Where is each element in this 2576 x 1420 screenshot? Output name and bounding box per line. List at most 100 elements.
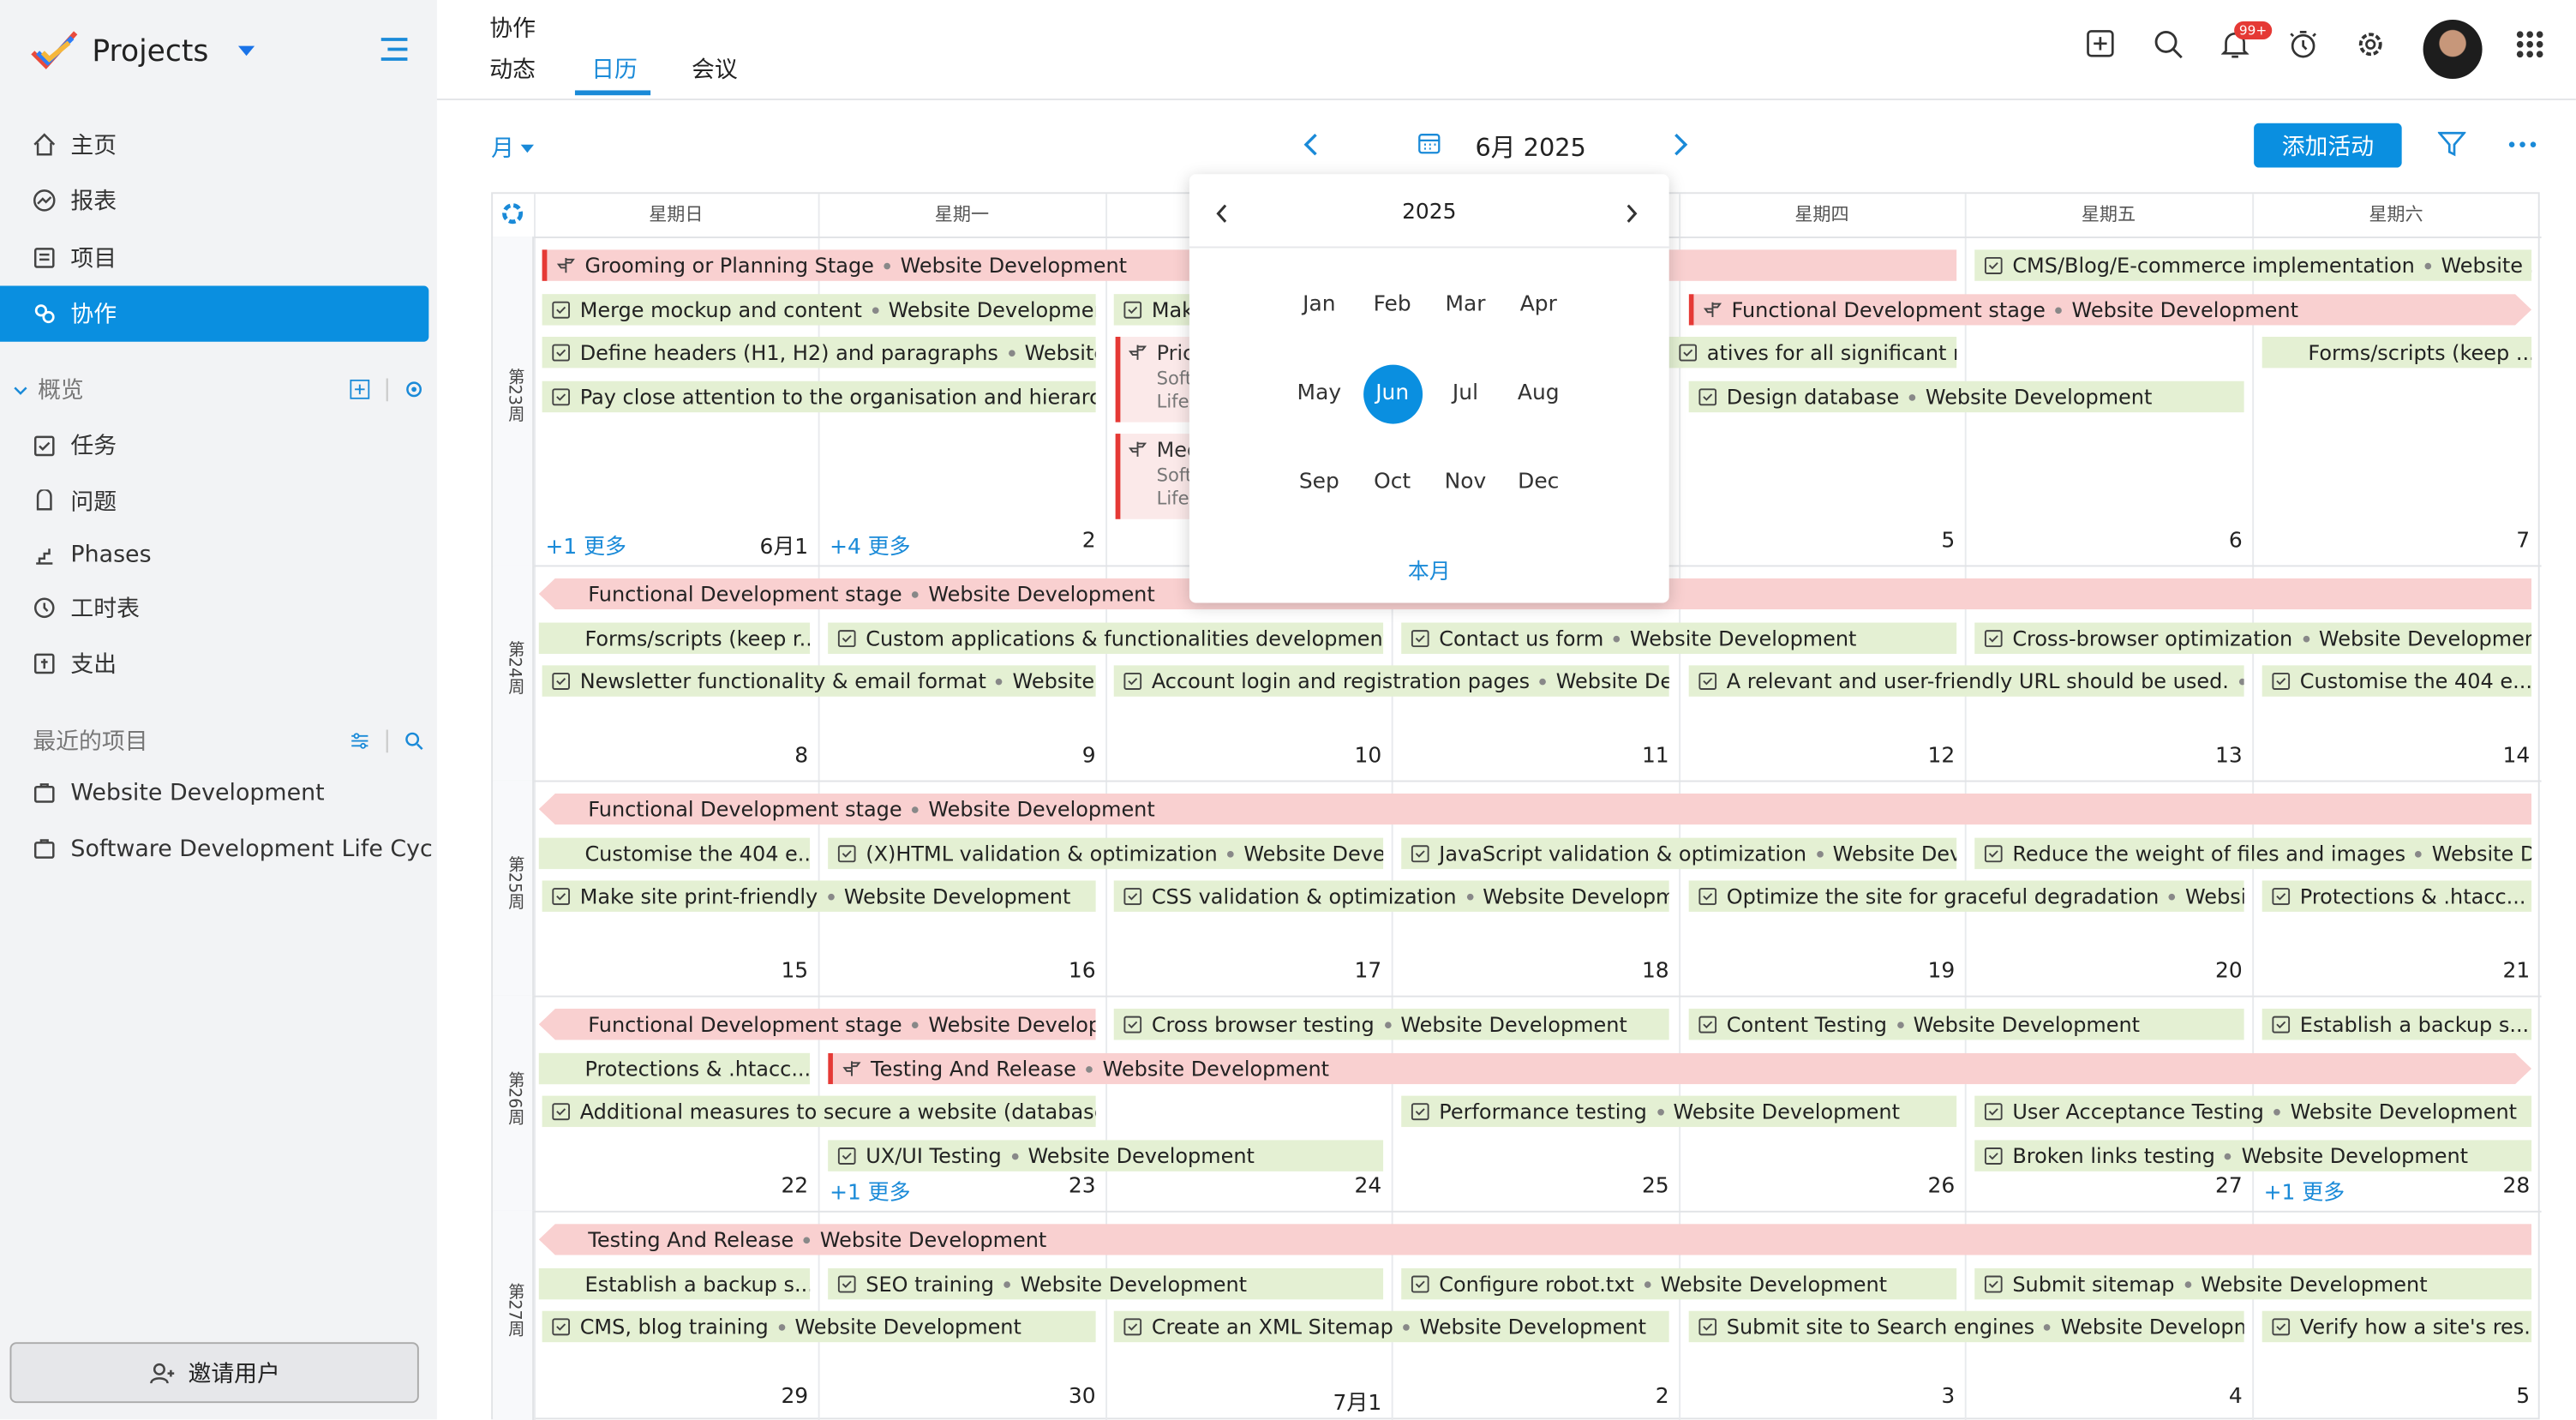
task-event[interactable]: Configure robot.txt Website Development: [1401, 1267, 1957, 1300]
sidebar-item-home[interactable]: 主页: [0, 120, 437, 170]
day-number[interactable]: 11: [1641, 744, 1669, 770]
task-event[interactable]: Newsletter functionality & email format W…: [542, 665, 1096, 697]
month-option[interactable]: Mar: [1445, 292, 1486, 317]
milestone-card[interactable]: Pric Soft Life: [1115, 336, 1195, 422]
next-year-icon[interactable]: [1625, 204, 1638, 224]
search-icon[interactable]: [2154, 30, 2184, 60]
day-number[interactable]: 7: [2516, 529, 2531, 554]
day-number[interactable]: 3: [1941, 1385, 1956, 1410]
day-number[interactable]: 30: [1068, 1385, 1096, 1410]
task-event[interactable]: Verify how a site's res...: [2261, 1310, 2532, 1343]
sidebar-item-reports[interactable]: 报表: [0, 176, 437, 225]
day-number[interactable]: 24: [1354, 1174, 1382, 1200]
day-number[interactable]: 16: [1068, 959, 1096, 985]
tab-calendar[interactable]: 日历: [591, 57, 638, 84]
task-event[interactable]: Design database Website Development: [1688, 380, 2244, 413]
avatar[interactable]: [2423, 20, 2483, 80]
filter-settings-icon[interactable]: [350, 731, 370, 751]
day-number[interactable]: 21: [2502, 959, 2531, 985]
day-number[interactable]: 17: [1354, 959, 1382, 985]
more-events-link[interactable]: +4 更多: [830, 535, 911, 560]
task-event[interactable]: Create an XML Sitemap Website Development: [1113, 1310, 1669, 1343]
month-option[interactable]: Nov: [1444, 470, 1487, 495]
search-icon[interactable]: [404, 731, 424, 751]
day-number[interactable]: 22: [781, 1174, 809, 1200]
recent-project-item[interactable]: Software Development Life Cyc: [0, 824, 437, 874]
sidebar-item-collaboration[interactable]: 协作: [0, 285, 429, 342]
task-event[interactable]: Protections & .htacc...: [2261, 880, 2532, 912]
milestone-card[interactable]: Med Soft Life: [1115, 434, 1200, 519]
tab-feed[interactable]: 动态: [489, 57, 536, 84]
task-event[interactable]: CSS validation & optimization Website Dev…: [1113, 880, 1669, 912]
task-event[interactable]: Additional measures to secure a website …: [542, 1095, 1096, 1128]
day-number[interactable]: 18: [1641, 959, 1669, 985]
day-number[interactable]: 25: [1641, 1174, 1669, 1200]
milestone-event[interactable]: Testing And Release Website Development: [538, 1224, 2532, 1255]
day-number[interactable]: 2: [1655, 1385, 1669, 1410]
task-event[interactable]: Contact us form Website Development: [1401, 622, 1957, 654]
day-number[interactable]: 14: [2502, 744, 2531, 770]
prev-month-icon[interactable]: [1303, 133, 1319, 156]
add-icon[interactable]: [350, 379, 370, 399]
month-option[interactable]: May: [1297, 380, 1342, 406]
task-event[interactable]: Merge mockup and content Website Developm…: [542, 294, 1096, 326]
month-option[interactable]: Jul: [1452, 380, 1479, 406]
add-icon[interactable]: [2087, 30, 2115, 58]
day-number[interactable]: 6月1: [759, 535, 809, 560]
task-event[interactable]: Forms/scripts (keep r...: [538, 622, 811, 654]
task-event[interactable]: User Acceptance Testing Website Developme…: [1974, 1095, 2532, 1128]
day-number[interactable]: 29: [781, 1385, 809, 1410]
task-event[interactable]: Pay close attention to the organisation …: [542, 380, 1096, 413]
task-event[interactable]: Mak: [1113, 294, 1195, 326]
task-event[interactable]: Broken links testing Website Development: [1974, 1140, 2532, 1171]
task-event[interactable]: Forms/scripts (keep ...: [2261, 336, 2532, 368]
month-option[interactable]: Sep: [1298, 470, 1339, 495]
add-event-button[interactable]: 添加活动: [2254, 123, 2402, 168]
sidebar-item-tasks[interactable]: 任务: [0, 421, 437, 470]
day-number[interactable]: 2: [1081, 529, 1096, 554]
day-number[interactable]: 4: [2228, 1385, 2243, 1410]
view-selector[interactable]: 月: [491, 131, 535, 164]
day-number[interactable]: 20: [2214, 959, 2243, 985]
month-option[interactable]: Feb: [1373, 292, 1411, 317]
task-event[interactable]: Submit sitemap Website Development: [1974, 1267, 2532, 1300]
color-legend-icon[interactable]: [501, 202, 524, 225]
app-switcher-chevron-icon[interactable]: [237, 45, 255, 57]
milestone-event[interactable]: Functional Development stage Website Deve…: [538, 793, 2532, 825]
task-event[interactable]: Content Testing Website Development: [1688, 1009, 2244, 1040]
task-event[interactable]: Cross-browser optimization Website Develo…: [1974, 622, 2532, 654]
milestone-event[interactable]: Functional Development stage Website Deve…: [1689, 294, 2531, 325]
more-events-link[interactable]: +1 更多: [2263, 1181, 2345, 1207]
task-event[interactable]: Submit site to Search engines Website Dev…: [1688, 1310, 2244, 1343]
task-event[interactable]: Make site print-friendly Website Developm…: [542, 880, 1096, 912]
day-number[interactable]: 8: [794, 744, 809, 770]
month-option[interactable]: Aug: [1517, 380, 1560, 406]
day-number[interactable]: 27: [2214, 1174, 2243, 1200]
month-option[interactable]: Jun: [1363, 364, 1423, 424]
settings-icon[interactable]: [404, 380, 424, 399]
calendar-icon[interactable]: [1417, 131, 1441, 154]
overview-section-header[interactable]: 概览 |: [13, 373, 423, 405]
task-event[interactable]: UX/UI Testing Website Development: [828, 1140, 1384, 1171]
task-event[interactable]: Optimize the site for graceful degradati…: [1688, 880, 2244, 912]
task-event[interactable]: CMS, blog training Website Development: [542, 1310, 1096, 1343]
day-number[interactable]: 13: [2214, 744, 2243, 770]
sidebar-item-expenses[interactable]: 支出: [0, 639, 437, 689]
task-event[interactable]: Customise the 404 e...: [2261, 665, 2532, 697]
sidebar-item-timesheet[interactable]: 工时表: [0, 584, 437, 633]
task-event[interactable]: Define headers (H1, H2) and paragraphs We…: [542, 336, 1096, 368]
task-event[interactable]: Protections & .htacc...: [538, 1052, 811, 1085]
day-number[interactable]: 5: [2516, 1385, 2531, 1410]
apps-grid-icon[interactable]: [2515, 30, 2545, 60]
more-options-icon[interactable]: [2508, 141, 2537, 148]
recent-project-item[interactable]: Website Development: [0, 769, 437, 818]
day-number[interactable]: 23: [1068, 1174, 1096, 1200]
sidebar-item-issues[interactable]: 问题: [0, 476, 437, 526]
day-number[interactable]: 5: [1941, 529, 1956, 554]
prev-year-icon[interactable]: [1216, 204, 1229, 224]
task-event[interactable]: CMS/Blog/E-commerce implementation Websit…: [1974, 249, 2532, 281]
task-event[interactable]: Establish a backup s...: [538, 1267, 811, 1300]
day-number[interactable]: 10: [1354, 744, 1382, 770]
month-option[interactable]: Apr: [1519, 292, 1557, 317]
next-month-icon[interactable]: [1673, 133, 1689, 156]
